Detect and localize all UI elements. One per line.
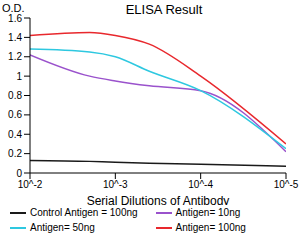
svg-text:0: 0	[16, 168, 22, 179]
svg-text:1.6: 1.6	[8, 13, 22, 24]
html-text:Antigen= 10ng: Antigen= 10ng	[175, 207, 241, 218]
html-text:O.D.: O.D.	[2, 2, 25, 14]
svg-text:10^-5: 10^-5	[274, 179, 292, 190]
svg-text:1.4: 1.4	[8, 32, 22, 43]
svg-text:10^-2: 10^-2	[18, 179, 43, 190]
svg-text:1: 1	[16, 71, 22, 82]
html-text:Antigen= 50ng: Antigen= 50ng	[30, 222, 95, 233]
html-text:ELISA Result: ELISA Result	[125, 2, 203, 17]
svg-text:0.8: 0.8	[8, 90, 22, 101]
html-text:Antigen= 100ng: Antigen= 100ng	[175, 222, 246, 233]
html-text:Control Antigen = 100ng: Control Antigen = 100ng	[30, 207, 138, 218]
svg-text:1.2: 1.2	[8, 51, 22, 62]
svg-text:10^-3: 10^-3	[103, 179, 128, 190]
svg-text:10^-4: 10^-4	[188, 179, 213, 190]
svg-text:0.2: 0.2	[8, 148, 22, 159]
svg-text:0.4: 0.4	[8, 129, 22, 140]
svg-text:Serial Dilutions of Antibody: Serial Dilutions of Antibody	[87, 194, 230, 205]
svg-text:0.6: 0.6	[8, 109, 22, 120]
